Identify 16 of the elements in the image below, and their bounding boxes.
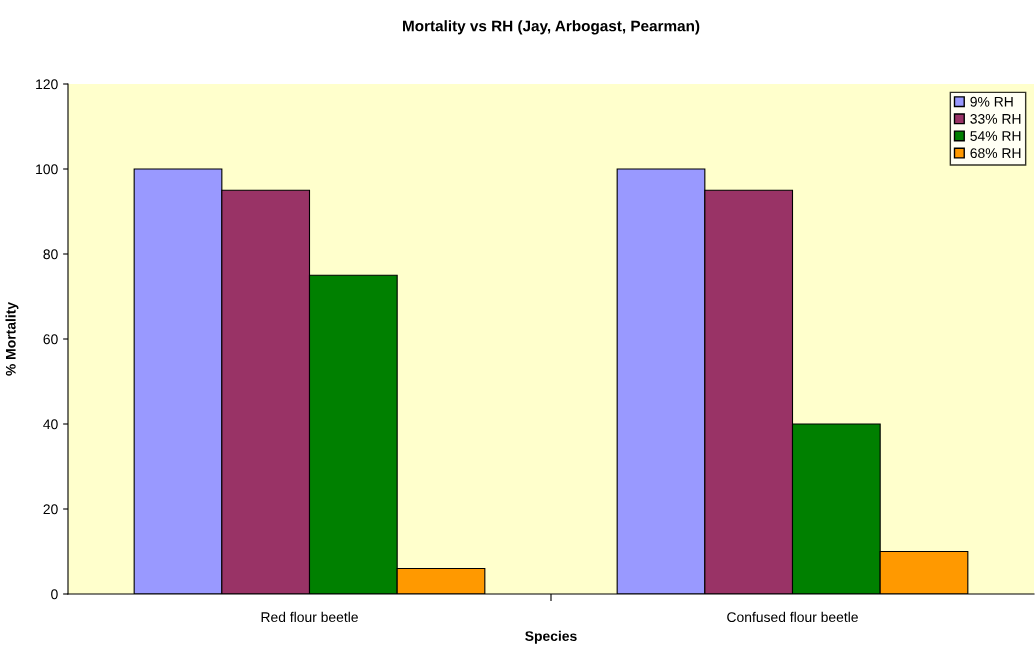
x-tick-label: Confused flour beetle (727, 611, 858, 623)
y-tick-label: 20 (43, 504, 58, 515)
legend-label: 9% RH (970, 96, 1013, 107)
y-tick-label: 40 (43, 419, 58, 430)
y-tick-label: 80 (43, 249, 58, 260)
legend-label: 33% RH (970, 113, 1021, 124)
chart-title: Mortality vs RH (Jay, Arbogast, Pearman) (403, 20, 700, 35)
legend-label: 68% RH (970, 148, 1021, 159)
legend-label: 54% RH (970, 131, 1021, 141)
x-tick-label: Red flour beetle (261, 611, 358, 623)
y-tick-label: 100 (36, 164, 58, 175)
y-tick-label: 120 (36, 79, 58, 90)
y-tick-label: 60 (43, 334, 58, 345)
y-axis-title: % Mortality (5, 302, 19, 376)
x-axis-title: Species (525, 630, 577, 644)
y-tick-label: 0 (51, 589, 58, 600)
